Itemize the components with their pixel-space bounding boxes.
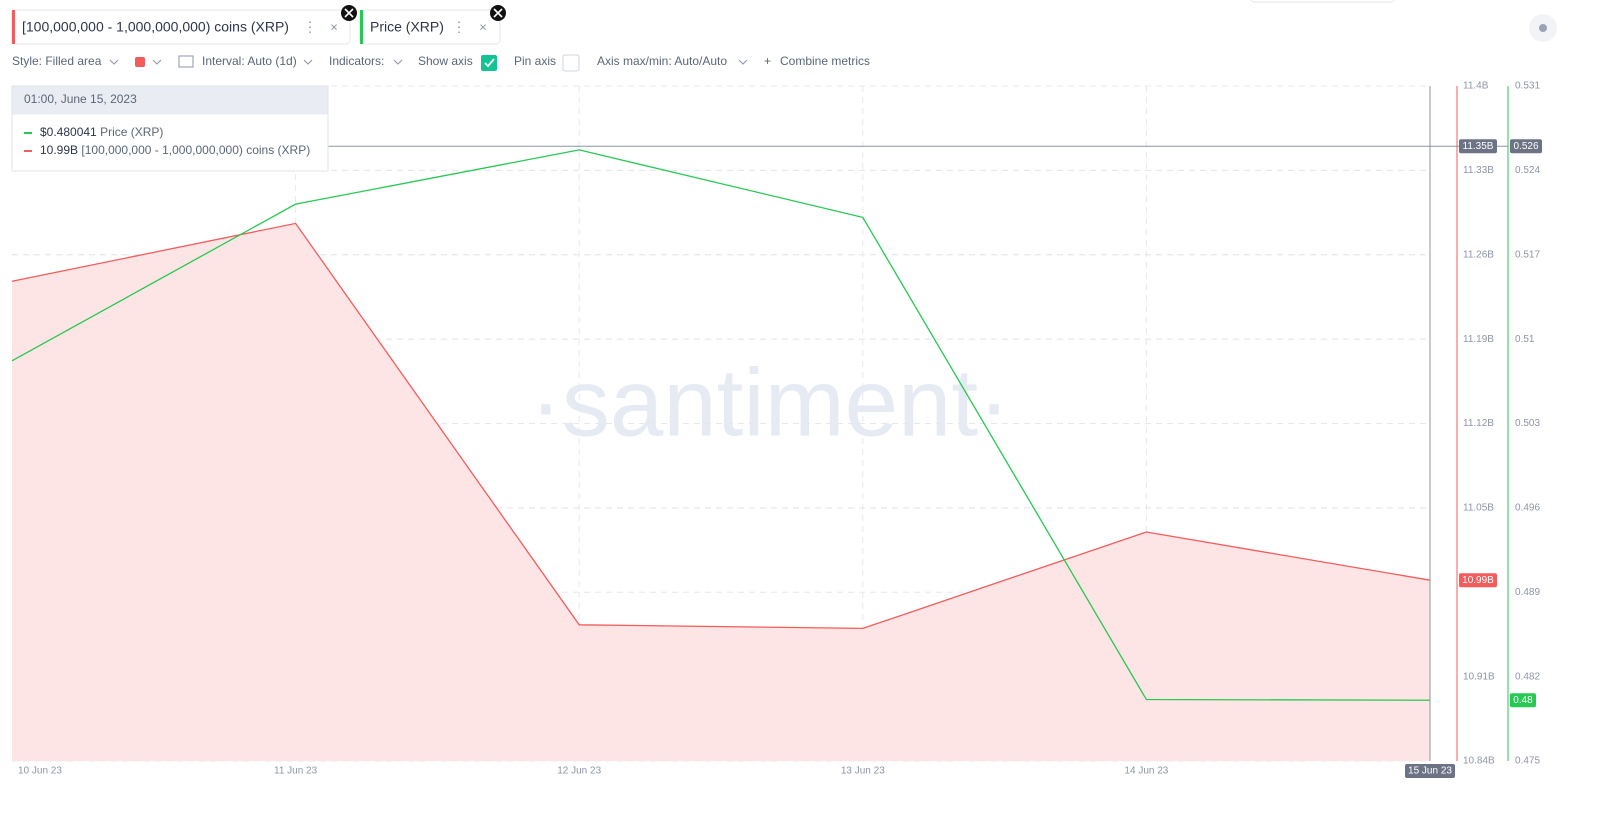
chip-menu[interactable]: ⋮ — [452, 19, 466, 35]
check-icon — [484, 58, 495, 68]
y2-tick-label: 0.531 — [1515, 81, 1540, 92]
x-tick-label: 13 Jun 23 — [841, 766, 885, 777]
chip-color — [12, 10, 15, 44]
chip-label: [100,000,000 - 1,000,000,000) coins (XRP… — [22, 19, 289, 35]
y-tick-label: 11.26B — [1463, 249, 1494, 260]
crosshair-label: 0.526 — [1513, 141, 1538, 152]
combine-metrics[interactable]: Combine metrics — [780, 54, 870, 68]
style-select[interactable]: Style: Filled area — [12, 54, 102, 68]
y-tick-label: 11.19B — [1463, 334, 1494, 345]
y2-tick-label: 0.482 — [1515, 671, 1540, 682]
chevron — [393, 59, 403, 65]
axis-minmax-select[interactable]: Axis max/min: Auto/Auto — [597, 54, 727, 68]
pin-axis-label: Pin axis — [514, 54, 556, 68]
y-tick-label: 11.33B — [1463, 165, 1494, 176]
crosshair-badge — [1510, 139, 1542, 154]
y2-tick-label: 0.517 — [1515, 249, 1540, 260]
settings-icon — [1539, 24, 1547, 32]
show-axis-label: Show axis — [418, 54, 473, 68]
value-badge — [1510, 693, 1536, 708]
interval-select[interactable]: Interval: Auto (1d) — [202, 54, 297, 68]
y2-tick-label: 0.489 — [1515, 587, 1540, 598]
y-tick-label: 11.4B — [1463, 81, 1489, 92]
close-icon — [493, 8, 503, 18]
tooltip-value: $0.480041 — [40, 125, 97, 139]
line — [11, 149, 1431, 701]
x-tick-label: 11 Jun 23 — [274, 766, 318, 777]
x-tick-label: 15 Jun 23 — [1408, 766, 1452, 777]
y2-tick-label: 0.524 — [1515, 165, 1540, 176]
chip-remove[interactable]: × — [330, 19, 338, 34]
close-icon — [344, 8, 354, 18]
crosshair-label: 11.35B — [1463, 141, 1494, 152]
crosshair-badge — [1405, 764, 1455, 778]
plus-icon: + — [764, 54, 771, 68]
tooltip-header — [12, 86, 328, 115]
area — [12, 223, 1430, 762]
crosshair-badge — [1459, 139, 1497, 154]
chevron — [109, 59, 119, 65]
y2-tick-label: 0.475 — [1515, 756, 1540, 767]
y2-tick-label: 0.503 — [1515, 418, 1540, 429]
x-tick-label: 14 Jun 23 — [1124, 766, 1168, 777]
tooltip-value: 10.99B — [40, 143, 78, 157]
top-control[interactable] — [1249, 0, 1396, 3]
chip-remove[interactable]: × — [479, 19, 487, 34]
color-select[interactable] — [135, 57, 145, 67]
line — [11, 222, 1431, 630]
y2-tick-label: 0.496 — [1515, 503, 1540, 514]
y2-tick-label: 0.51 — [1515, 334, 1535, 345]
pin-axis-checkbox[interactable] — [562, 54, 580, 72]
chevron — [303, 59, 313, 65]
tooltip-row: 10.99B [100,000,000 - 1,000,000,000) coi… — [40, 143, 310, 157]
y-tick-label: 11.12B — [1463, 418, 1494, 429]
value-label: 10.99B — [1462, 575, 1494, 586]
indicators-select[interactable]: Indicators: — [329, 54, 384, 68]
x-tick-label: 10 Jun 23 — [18, 766, 62, 777]
show-axis-checkbox[interactable] — [481, 55, 497, 71]
x-tick-label: 12 Jun 23 — [557, 766, 601, 777]
chip-label: Price (XRP) — [370, 19, 444, 35]
watermark: ·santiment· — [530, 349, 1010, 456]
y-tick-label: 11.05B — [1463, 503, 1494, 514]
chevron — [152, 59, 162, 65]
interval-icon — [178, 55, 194, 68]
tooltip-series: [100,000,000 - 1,000,000,000) coins (XRP… — [81, 143, 310, 157]
y-tick-label: 10.84B — [1463, 756, 1495, 767]
tooltip-title: 01:00, June 15, 2023 — [24, 92, 137, 106]
y-tick-label: 10.91B — [1463, 671, 1495, 682]
chip-color — [360, 10, 363, 44]
chip-menu[interactable]: ⋮ — [303, 19, 317, 35]
tooltip-series: Price (XRP) — [100, 125, 163, 139]
value-label: 0.48 — [1513, 695, 1533, 706]
tooltip-row: $0.480041 Price (XRP) — [40, 125, 163, 139]
value-badge — [1459, 573, 1497, 588]
chevron — [738, 59, 748, 65]
